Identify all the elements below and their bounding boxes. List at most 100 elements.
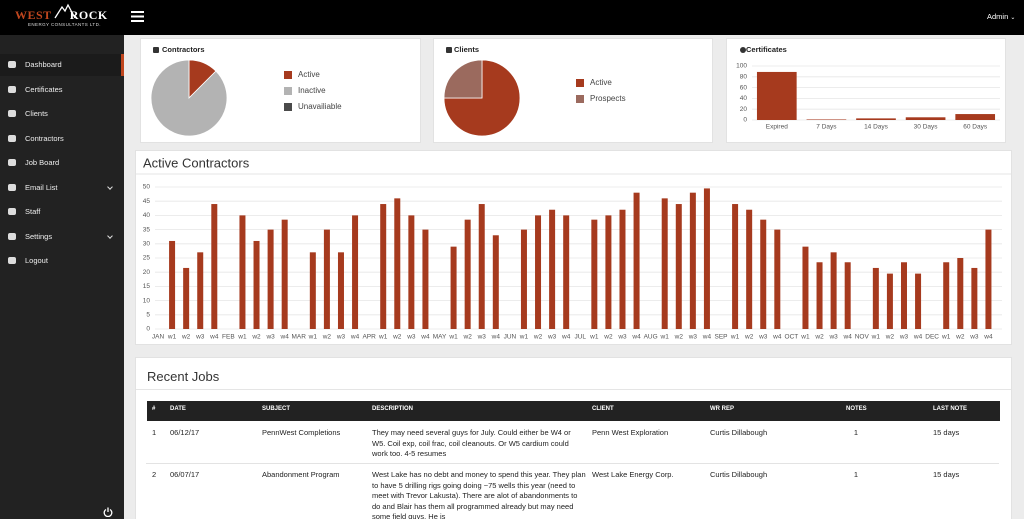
nav-item[interactable]: Dashboard: [0, 54, 124, 76]
bar: [422, 229, 429, 329]
bar: [886, 273, 893, 329]
table-column-header: DATE: [170, 406, 186, 412]
y-tick-label: 0: [146, 326, 150, 333]
bar: [478, 204, 485, 329]
bar: [856, 118, 896, 120]
user-name[interactable]: Admin: [987, 12, 1009, 21]
table-cell: 1: [853, 428, 859, 437]
y-tick-label: 80: [740, 74, 748, 81]
nav-label[interactable]: Logout: [25, 256, 48, 265]
table-column-header: #: [152, 406, 156, 412]
bar: [760, 219, 767, 329]
nav-icon: [8, 135, 16, 142]
nav-item[interactable]: Clients: [0, 103, 124, 125]
nav-icon: [8, 208, 16, 215]
table-cell: 2: [152, 470, 157, 479]
nav-icon: [8, 110, 16, 117]
x-tick-label: w4: [772, 334, 782, 341]
table-header: [147, 401, 1000, 421]
bar: [450, 246, 457, 329]
nav-icon: [8, 61, 16, 68]
sidebar: Dashboard Certificates Clients Contractors J…: [0, 35, 124, 519]
bar: [549, 209, 556, 329]
y-tick-label: 40: [740, 95, 748, 102]
x-tick-label: w3: [969, 334, 979, 341]
nav-label[interactable]: Clients: [25, 109, 48, 118]
nav-item[interactable]: Logout: [0, 250, 124, 272]
bar: [985, 229, 992, 329]
nav-item[interactable]: Certificates: [0, 79, 124, 101]
y-tick-label: 100: [736, 63, 747, 70]
x-tick-label: w4: [280, 334, 290, 341]
x-tick-label: w1: [800, 334, 810, 341]
legend-swatch: [576, 79, 584, 87]
table-cell: Curtis Dillabough: [710, 428, 768, 437]
y-tick-label: 40: [143, 212, 151, 219]
nav-item[interactable]: Job Board: [0, 152, 124, 174]
bar: [408, 215, 415, 329]
x-tick-label: 14 Days: [864, 124, 889, 131]
title-icon: [446, 47, 452, 53]
bar: [746, 209, 753, 329]
nav-item[interactable]: Email List: [0, 177, 124, 199]
y-tick-label: 45: [143, 198, 151, 205]
x-tick-label: w2: [181, 334, 191, 341]
pie-slice: [443, 59, 521, 137]
row-divider: [146, 463, 999, 464]
x-tick-label: w1: [941, 334, 951, 341]
bar: [900, 262, 907, 329]
x-tick-label: MAR: [292, 334, 307, 341]
brand-rock: ROCK: [69, 8, 108, 22]
x-tick-label: w4: [491, 334, 501, 341]
nav-label[interactable]: Job Board: [25, 158, 60, 167]
legend-label: Active: [298, 70, 320, 79]
bar: [872, 267, 879, 329]
x-tick-label: w4: [209, 334, 219, 341]
x-tick-label: w2: [322, 334, 332, 341]
nav-item[interactable]: Contractors: [0, 128, 124, 150]
nav-label[interactable]: Settings: [25, 232, 53, 241]
table-cell: Penn West Exploration: [592, 428, 669, 437]
nav-label[interactable]: Email List: [25, 183, 58, 192]
nav-item[interactable]: Settings: [0, 226, 124, 248]
x-tick-label: w3: [899, 334, 909, 341]
x-tick-label: w1: [167, 334, 177, 341]
x-tick-label: w3: [195, 334, 205, 341]
bar: [915, 273, 922, 329]
x-tick-label: w2: [674, 334, 684, 341]
legend-label: Prospects: [590, 94, 626, 103]
x-tick-label: w3: [688, 334, 698, 341]
nav-label[interactable]: Dashboard: [25, 60, 62, 69]
x-tick-label: w3: [758, 334, 768, 341]
bar: [661, 198, 668, 329]
table-cell: 06/07/17: [170, 470, 200, 479]
legend-label: Active: [590, 78, 612, 87]
x-tick-label: JAN: [152, 334, 165, 341]
bar: [675, 204, 682, 329]
x-tick-label: w4: [702, 334, 712, 341]
legend-swatch: [284, 103, 292, 111]
menu-toggle[interactable]: [131, 11, 144, 22]
bar: [281, 219, 288, 329]
nav-label[interactable]: Certificates: [25, 85, 63, 94]
user-menu[interactable]: Admin ⌄: [987, 12, 1016, 21]
bar: [830, 252, 837, 329]
x-tick-label: AUG: [644, 334, 658, 341]
bar: [732, 204, 739, 329]
x-tick-label: w3: [265, 334, 275, 341]
y-tick-label: 15: [143, 283, 151, 290]
bar: [605, 215, 612, 329]
nav-label[interactable]: Contractors: [25, 134, 64, 143]
table-cell: West Lake has no debt and money to spend…: [372, 470, 586, 519]
nav-item[interactable]: Staff: [0, 201, 124, 223]
table-cell: West Lake Energy Corp.: [592, 470, 674, 479]
x-tick-label: SEP: [715, 334, 728, 341]
table-cell: Curtis Dillabough: [710, 470, 768, 479]
nav-label[interactable]: Staff: [25, 207, 41, 216]
bar: [905, 117, 946, 120]
x-tick-label: w2: [463, 334, 473, 341]
x-tick-label: w4: [631, 334, 641, 341]
power-icon[interactable]: [103, 507, 113, 517]
x-tick-label: w3: [406, 334, 416, 341]
table-cell: Abandonment Program: [262, 470, 340, 479]
